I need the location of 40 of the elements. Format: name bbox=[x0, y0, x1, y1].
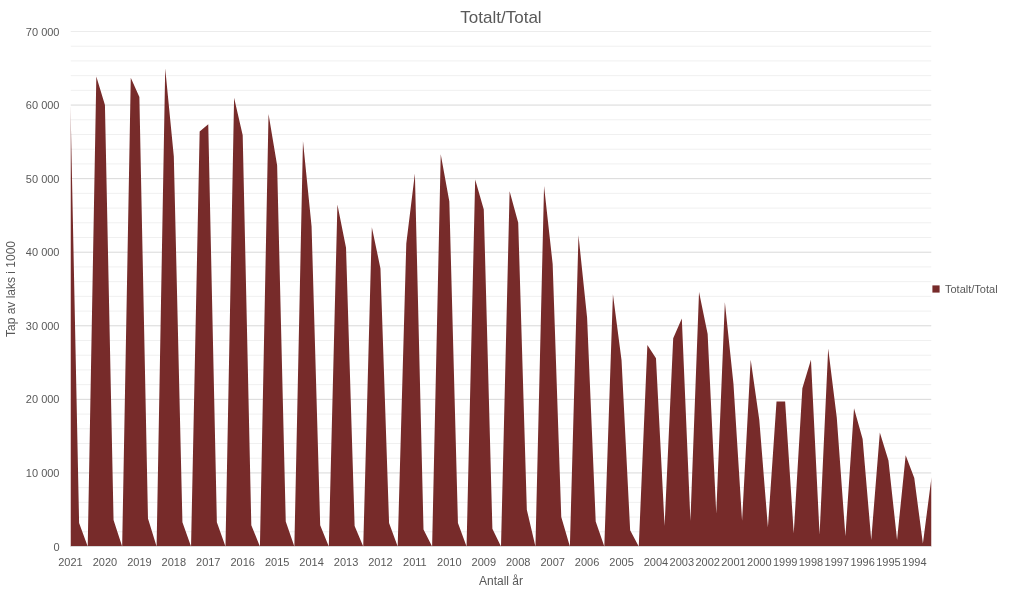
y-tick-label: 60 000 bbox=[25, 99, 60, 112]
x-tick-label: 2013 bbox=[333, 555, 359, 568]
x-tick-label: 2018 bbox=[161, 555, 187, 568]
x-tick-label: 1995 bbox=[876, 555, 901, 568]
x-axis-title: Antall år bbox=[478, 573, 524, 588]
x-tick-label: 2007 bbox=[540, 555, 565, 568]
x-tick-label: 1997 bbox=[824, 555, 850, 568]
x-tick-label: 1998 bbox=[798, 555, 824, 568]
x-tick-label: 2000 bbox=[747, 555, 772, 568]
y-tick-label: 20 000 bbox=[25, 393, 60, 406]
x-tick-label: 2014 bbox=[299, 555, 324, 568]
y-tick-label: 50 000 bbox=[25, 172, 60, 185]
x-tick-label: 2011 bbox=[403, 555, 427, 568]
y-tick-label: 10 000 bbox=[25, 466, 60, 479]
x-tick-label: 2010 bbox=[437, 555, 462, 568]
x-tick-label: 2016 bbox=[230, 555, 255, 568]
x-tick-label: 2005 bbox=[609, 555, 634, 568]
x-tick-label: 2001 bbox=[721, 555, 746, 568]
x-tick-label: 2004 bbox=[643, 555, 669, 568]
y-axis-title: Tap av laks i 1000 bbox=[3, 240, 18, 338]
x-tick-label: 2015 bbox=[264, 555, 290, 568]
x-tick-label: 2017 bbox=[196, 555, 221, 568]
x-tick-label: 1996 bbox=[850, 555, 875, 568]
y-tick-label: 40 000 bbox=[25, 246, 60, 259]
x-tick-label: 2021 bbox=[58, 555, 83, 568]
x-tick-label: 2012 bbox=[368, 555, 393, 568]
x-tick-label: 2006 bbox=[574, 555, 600, 568]
x-tick-label: 2003 bbox=[669, 555, 695, 568]
x-tick-label: 2009 bbox=[471, 555, 497, 568]
x-tick-label: 2008 bbox=[505, 555, 531, 568]
chart-title: Totalt/Total bbox=[460, 7, 542, 27]
y-tick-label: 0 bbox=[53, 540, 60, 553]
x-tick-label: 2020 bbox=[92, 555, 118, 568]
x-tick-label: 1994 bbox=[902, 555, 927, 568]
y-tick-label: 30 000 bbox=[25, 319, 60, 332]
x-tick-label: 1999 bbox=[772, 555, 798, 568]
x-tick-label: 2002 bbox=[695, 555, 720, 568]
legend-label: Totalt/Total bbox=[945, 282, 998, 295]
x-tick-label: 2019 bbox=[127, 555, 152, 568]
y-tick-label: 70 000 bbox=[25, 25, 60, 38]
